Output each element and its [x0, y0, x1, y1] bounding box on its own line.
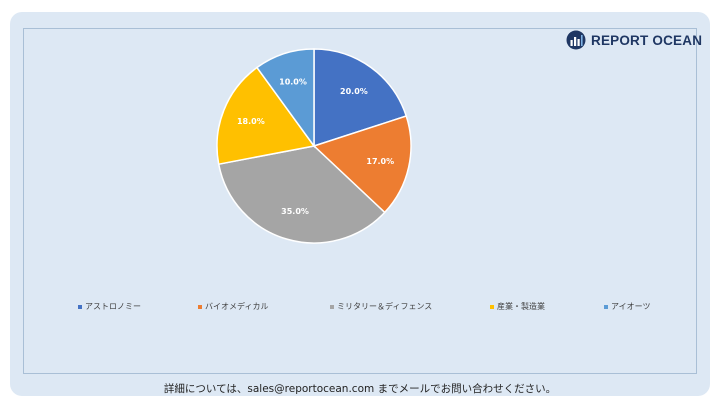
pie-slice-1 [313, 48, 408, 148]
brand-logo: REPORT OCEAN [566, 29, 702, 51]
pie-data-label-3: 35.0% [281, 207, 309, 216]
pie-data-label-4: 18.0% [237, 117, 265, 126]
legend-item-5: アイオーツ [604, 301, 650, 312]
bar-chart-logo-icon [566, 30, 586, 50]
legend-label-1: アストロノミー [85, 302, 141, 311]
legend-swatch-1 [78, 304, 82, 309]
legend-label-3: ミリタリー＆ディフェンス [337, 302, 433, 311]
footer-contact-text: 詳細については、sales@reportocean.com までメールでお問い合… [163, 383, 557, 395]
pie-slice-2 [312, 115, 412, 214]
chart-legend: アストロノミー バイオメディカル ミリタリー＆ディフェンス 産業・製造業 アイオーツ [0, 301, 720, 315]
legend-swatch-2 [198, 304, 202, 309]
pie-data-label-2: 17.0% [366, 157, 394, 166]
pie-data-label-5: 10.0% [279, 77, 307, 86]
legend-swatch-5 [604, 304, 608, 309]
legend-item-1: アストロノミー [78, 301, 141, 312]
legend-label-4: 産業・製造業 [497, 302, 545, 311]
legend-swatch-3 [330, 304, 334, 309]
pie-slice-4 [216, 66, 316, 166]
pie-data-label-1: 20.0% [340, 87, 368, 96]
legend-swatch-4 [490, 304, 494, 309]
brand-name: REPORT OCEAN [591, 32, 703, 48]
pie-slice-3 [217, 145, 386, 244]
legend-item-4: 産業・製造業 [490, 301, 545, 312]
legend-label-5: アイオーツ [611, 302, 651, 311]
legend-item-2: バイオメディカル [198, 301, 268, 312]
legend-label-2: バイオメディカル [205, 302, 269, 311]
pie-slice-5 [255, 48, 315, 149]
legend-item-3: ミリタリー＆ディフェンス [330, 301, 432, 312]
